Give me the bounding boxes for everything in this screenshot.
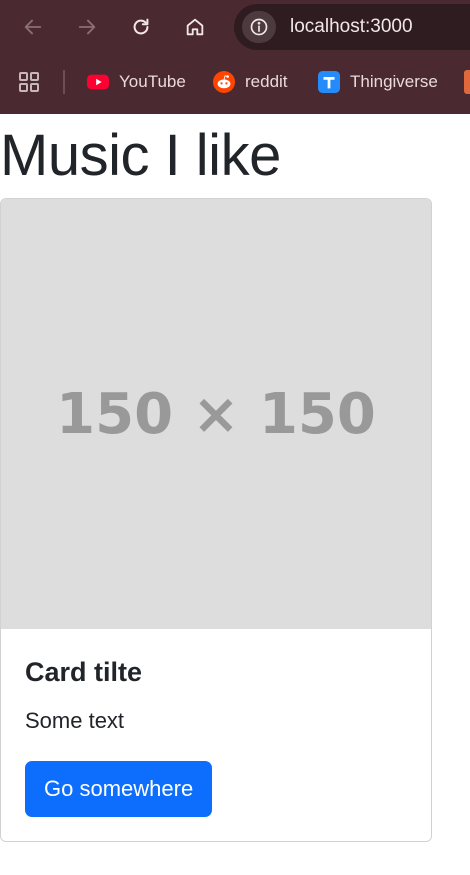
reload-button[interactable] <box>124 10 158 44</box>
bookmark-label: reddit <box>245 72 288 91</box>
bookmarks-bar: YouTube reddit Thingiverse <box>0 60 470 104</box>
thingiverse-icon <box>318 71 340 93</box>
reddit-icon <box>213 71 235 93</box>
bookmarks-divider <box>63 70 65 94</box>
bookmark-youtube[interactable]: YouTube <box>87 68 186 96</box>
page-title: Music I like <box>0 123 281 188</box>
music-card: 150 × 150 Card tilte Some text Go somewh… <box>0 198 432 842</box>
card-text: Some text <box>25 708 125 733</box>
reload-icon <box>133 18 149 35</box>
forward-button[interactable] <box>70 10 104 44</box>
address-bar[interactable]: localhost:3000 <box>234 4 470 50</box>
site-info-button[interactable] <box>242 11 276 43</box>
youtube-icon <box>87 71 109 93</box>
bookmark-overflow-icon[interactable] <box>464 70 470 94</box>
browser-chrome: localhost:3000 YouTube reddit Thingivers… <box>0 0 470 114</box>
bookmark-label: YouTube <box>119 72 186 91</box>
bookmark-reddit[interactable]: reddit <box>213 68 288 96</box>
arrow-right-icon <box>78 19 96 35</box>
home-icon <box>186 18 204 36</box>
arrow-left-icon <box>24 19 42 35</box>
apps-grid-icon[interactable] <box>18 71 40 93</box>
info-icon <box>250 18 268 36</box>
url-text[interactable]: localhost:3000 <box>290 16 413 37</box>
back-button[interactable] <box>16 10 50 44</box>
bookmark-thingiverse[interactable]: Thingiverse <box>318 68 438 96</box>
card-image-placeholder: 150 × 150 <box>1 199 431 629</box>
card-title: Card tilte <box>25 657 143 687</box>
go-somewhere-button[interactable]: Go somewhere <box>25 761 213 817</box>
image-placeholder-label: 150 × 150 <box>56 381 376 447</box>
home-button[interactable] <box>178 10 212 44</box>
browser-toolbar: localhost:3000 <box>0 0 470 54</box>
bookmark-label: Thingiverse <box>350 72 438 91</box>
